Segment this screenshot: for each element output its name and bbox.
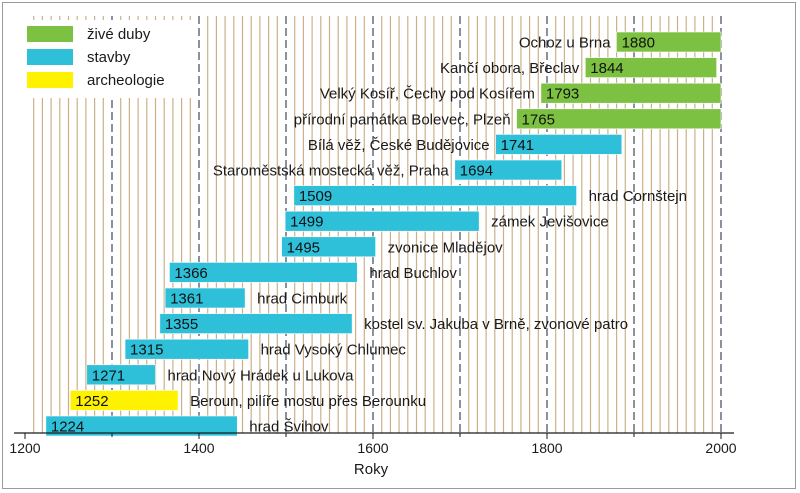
bar-name-label: Ochoz u Brna	[519, 35, 611, 52]
bar-name-label: hrad Vysoký Chlumec	[261, 342, 407, 359]
x-tick-label: 1800	[531, 440, 562, 456]
bar	[69, 390, 179, 411]
bar-name-label: Velký Kosíř, Čechy pod Kosířem	[320, 86, 535, 103]
bar-name-label: přírodní památka Bolevec, Plzeň	[294, 111, 511, 128]
bar-name-label: Staroměstská mostecká věž, Praha	[213, 163, 450, 180]
bar-name-label: kostel sv. Jakuba v Brně, zvonové patro	[364, 316, 628, 333]
legend-swatch	[27, 49, 73, 65]
bar	[284, 210, 480, 232]
x-axis-title: Roky	[354, 461, 389, 478]
bar-name-label: hrad Švihov	[249, 419, 329, 436]
bar-name-label: Bílá věž, České Budějovice	[308, 137, 490, 154]
x-tick-label: 2000	[705, 440, 736, 456]
bar-start-label: 1495	[287, 239, 320, 256]
x-tick-label: 1600	[357, 440, 388, 456]
legend: živé duby stavby archeologie	[14, 20, 194, 98]
bars-layer: 1880 Ochoz u Brna 1844 Kančí obora, Břeclav…	[45, 31, 722, 437]
bar	[584, 57, 717, 78]
legend-swatch	[27, 26, 73, 42]
bar	[281, 236, 376, 258]
bar	[124, 338, 249, 360]
bar-start-label: 1315	[130, 342, 163, 359]
bar-name-label: Beroun, pilíře mostu přes Berounku	[190, 393, 426, 410]
legend-swatch	[27, 72, 73, 88]
bar-start-label: 1880	[622, 35, 655, 52]
bar-start-label: 1499	[290, 214, 323, 231]
bar	[540, 82, 722, 104]
bar	[516, 108, 722, 130]
bar-start-label: 1224	[51, 419, 84, 436]
legend-label: živé duby	[87, 26, 151, 43]
bar-start-label: 1793	[546, 86, 579, 103]
bar	[293, 185, 577, 206]
bar-name-label: hrad Cimburk	[257, 291, 348, 308]
bar	[164, 287, 246, 309]
bar	[86, 364, 156, 386]
bar-name-label: zvonice Mladějov	[388, 239, 504, 256]
bar	[169, 262, 358, 283]
bar-start-label: 1509	[299, 188, 332, 205]
x-tick-label: 1200	[9, 440, 40, 456]
bar-name-label: hrad Nový Hrádek u Lukova	[168, 367, 355, 384]
x-tick-label: 1400	[183, 440, 214, 456]
bar-name-label: Kančí obora, Břeclav	[440, 60, 580, 77]
bar-start-label: 1765	[522, 111, 555, 128]
bar-start-label: 1694	[460, 163, 493, 180]
bar-start-label: 1361	[170, 291, 203, 308]
bar	[159, 313, 353, 334]
bar-start-label: 1844	[590, 60, 623, 77]
bar-name-label: zámek Jevišovice	[491, 214, 609, 231]
bar	[495, 134, 623, 155]
bar-start-label: 1741	[501, 137, 534, 154]
bar-name-label: hrad Buchlov	[369, 265, 457, 282]
bar-start-label: 1355	[165, 316, 198, 333]
bar	[454, 159, 563, 181]
x-axis: 1200 1400 1600 1800 2000 Roky	[9, 432, 737, 478]
bar-start-label: 1366	[174, 265, 207, 282]
bar-start-label: 1252	[75, 393, 108, 410]
bar-name-label: hrad Cornštejn	[589, 188, 687, 205]
bar	[616, 31, 722, 53]
legend-label: stavby	[87, 49, 131, 66]
bar	[45, 415, 238, 437]
legend-label: archeologie	[87, 72, 165, 89]
bar-start-label: 1271	[92, 367, 125, 384]
